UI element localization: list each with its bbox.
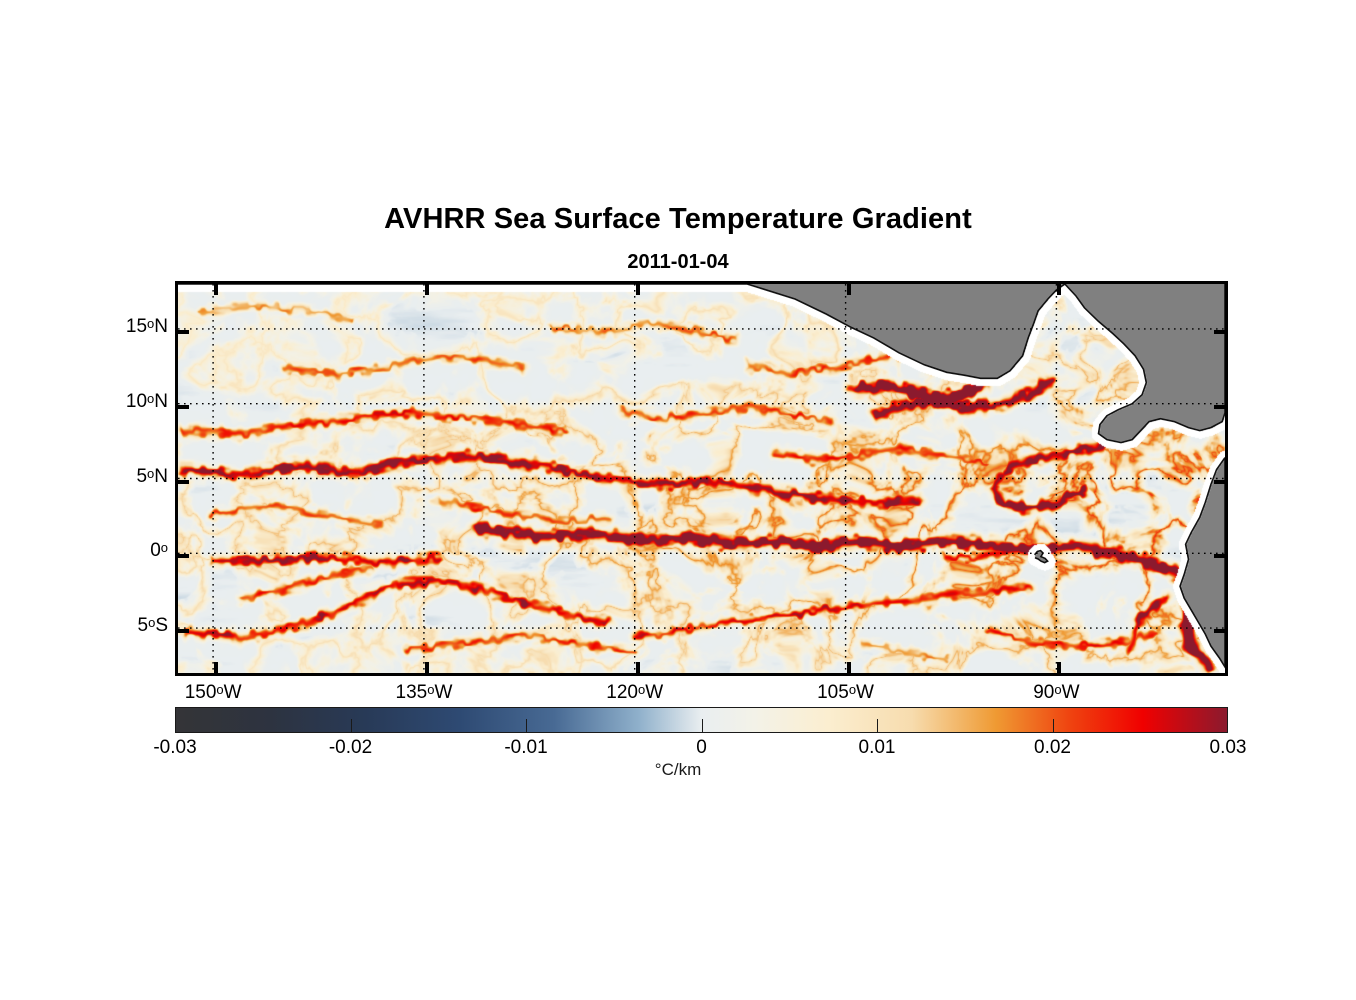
colorbar-tick-0 <box>701 719 703 733</box>
y-tick-0° <box>1214 554 1225 559</box>
coastline-and-graticule-overlay <box>178 284 1225 673</box>
colorbar-label--0.02: -0.02 <box>328 737 373 758</box>
x-tick-120°W <box>635 284 640 295</box>
map-plot-area[interactable] <box>175 281 1228 676</box>
y-tick-5°N <box>1214 479 1225 484</box>
y-axis-label-5°N: 5oN <box>136 465 168 487</box>
x-axis-label-135°W: 135oW <box>395 682 453 703</box>
x-tick-105°W <box>846 662 851 673</box>
x-tick-135°W <box>424 662 429 673</box>
x-tick-120°W <box>635 662 640 673</box>
y-axis-label-10°N: 10oN <box>125 390 168 412</box>
colorbar-unit-label: °C/km <box>654 760 702 779</box>
y-tick-15°N <box>1214 329 1225 334</box>
x-tick-90°W <box>1057 662 1062 673</box>
y-axis-label-15°N: 15oN <box>125 315 168 337</box>
y-axis-label-5°S: 5oS <box>137 615 169 637</box>
x-axis-label-150°W: 150oW <box>184 682 242 703</box>
colorbar-label--0.01: -0.01 <box>504 737 548 758</box>
colorbar-label-0.02: 0.02 <box>1034 737 1071 758</box>
colorbar-tick-0.02 <box>1052 719 1054 733</box>
x-axis-label-105°W: 105oW <box>817 682 874 703</box>
x-tick-135°W <box>424 284 429 295</box>
y-axis-label-0°: 0o <box>150 540 168 562</box>
colorbar-label-0.03: 0.03 <box>1209 737 1247 758</box>
x-axis-label-120°W: 120oW <box>606 682 664 703</box>
y-tick-0° <box>178 554 189 559</box>
page-subtitle: 2011-01-04 <box>627 251 729 273</box>
y-tick-15°N <box>178 329 189 334</box>
x-tick-105°W <box>846 284 851 295</box>
page-title: AVHRR Sea Surface Temperature Gradient <box>384 203 972 235</box>
y-tick-5°S <box>1214 629 1225 634</box>
colorbar-label--0.03: -0.03 <box>153 737 197 758</box>
colorbar-tick-0.01 <box>877 719 878 733</box>
colorbar-label-0: 0 <box>696 737 707 758</box>
colorbar-label-0.01: 0.01 <box>858 737 896 758</box>
x-axis-label-90°W: 90oW <box>1033 682 1080 703</box>
y-tick-5°S <box>178 629 189 634</box>
colorbar-tick--0.02 <box>350 719 352 733</box>
x-tick-150°W <box>214 284 219 295</box>
y-tick-10°N <box>178 404 189 409</box>
y-tick-10°N <box>1214 404 1225 409</box>
colorbar-tick--0.01 <box>526 719 527 733</box>
x-tick-150°W <box>214 662 219 673</box>
y-tick-5°N <box>178 479 189 484</box>
x-tick-90°W <box>1057 284 1062 295</box>
